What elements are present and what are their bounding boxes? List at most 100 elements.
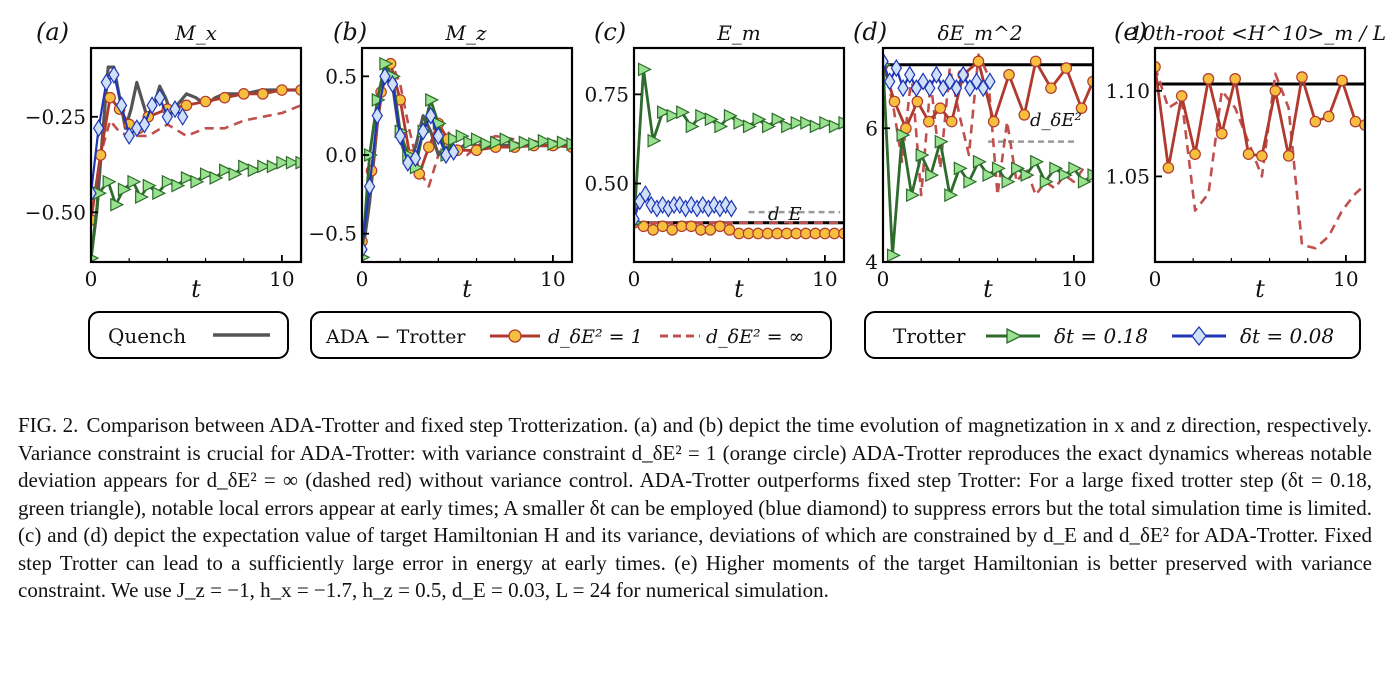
- data-point-green: [1077, 174, 1092, 189]
- x-tick-label: 10: [1061, 267, 1086, 291]
- data-point-ada: [972, 55, 985, 68]
- data-point-ada: [685, 220, 698, 233]
- data-point-ada: [1216, 127, 1228, 140]
- data-point-green: [676, 105, 691, 120]
- data-point-ada: [923, 115, 935, 128]
- data-point-green: [906, 188, 920, 203]
- data-point-ada: [1349, 115, 1362, 128]
- data-point-green: [733, 115, 748, 130]
- chart-panel-2: (c) E_m 0 10 0.75 0.50 t: [584, 18, 846, 303]
- data-point-blue: [432, 126, 445, 146]
- y-tick-label: −0.5: [308, 222, 357, 246]
- data-point-blue: [138, 115, 151, 134]
- data-point-ada: [656, 220, 669, 233]
- data-point-green: [285, 155, 300, 170]
- data-point-ada: [800, 227, 812, 240]
- data-point-ada: [199, 95, 212, 108]
- data-point-blue: [91, 184, 97, 203]
- data-point-blue: [883, 72, 896, 91]
- legend-trotter-green-label: δt = 0.18: [1054, 324, 1148, 348]
- y-tick-label: −0.25: [25, 105, 86, 129]
- data-point-green: [762, 119, 776, 134]
- data-point-ada: [1018, 109, 1031, 121]
- data-point-blue: [394, 126, 406, 146]
- plot-area: [883, 52, 1093, 262]
- data-point-ada: [423, 141, 435, 153]
- x-tick-label: 0: [628, 267, 641, 291]
- panel-title: E_m: [716, 21, 761, 45]
- data-point-green: [1020, 168, 1035, 183]
- data-point-green: [838, 115, 844, 130]
- data-point-green: [102, 174, 117, 189]
- data-point-ada: [704, 224, 717, 236]
- data-point-green: [152, 186, 167, 201]
- data-point-green: [800, 115, 815, 130]
- x-axis-label: t: [983, 275, 993, 303]
- data-point-ada: [1359, 119, 1365, 131]
- data-point-blue: [379, 67, 391, 86]
- chart-panel-0: (a) M_x 0 10 −0.25 −0.50 t: [25, 18, 303, 303]
- data-point-green: [371, 92, 386, 107]
- data-point-blue: [924, 78, 936, 98]
- axes-frame: [881, 46, 1095, 264]
- chart-panel-4: (e)10th-root <H^10>_m / L 0 10 1.10 1.05 t: [1105, 18, 1386, 303]
- data-point-blue: [371, 106, 383, 125]
- figure-caption: FIG. 2. Comparison between ADA-Trotter an…: [18, 412, 1372, 605]
- data-point-green: [228, 167, 243, 182]
- annotation-d-E: d_E: [768, 204, 802, 225]
- data-point-green: [528, 137, 543, 151]
- data-point-ada: [1242, 148, 1255, 160]
- data-point-ada: [237, 88, 250, 100]
- data-point-blue: [910, 78, 923, 98]
- y-tick-label: 4: [865, 250, 878, 274]
- x-tick-label: 10: [1333, 267, 1358, 291]
- legend-quench-label: Quench: [108, 324, 186, 348]
- data-point-green: [295, 155, 301, 170]
- data-point-ada: [666, 224, 678, 236]
- x-axis-label: t: [734, 275, 744, 303]
- y-tick-label: 1.10: [1105, 79, 1150, 103]
- data-point-ada: [1003, 68, 1015, 81]
- data-point-blue: [92, 119, 105, 138]
- data-point-ada: [828, 227, 841, 240]
- data-point-green: [647, 133, 662, 148]
- data-point-green: [266, 159, 281, 174]
- legend-quench-box: [88, 311, 289, 359]
- panel-title: M_x: [174, 21, 217, 45]
- data-point-ada: [1322, 110, 1335, 123]
- data-point-green: [1058, 168, 1073, 183]
- data-point-ada: [104, 91, 116, 104]
- legend-ada-solid-label: d_δE² = 1: [548, 326, 643, 348]
- data-point-ada: [276, 84, 288, 96]
- data-point-green: [556, 135, 571, 150]
- data-point-green: [704, 112, 719, 127]
- x-tick-label: 0: [877, 267, 890, 291]
- caption-text: Comparison between ADA-Trotter and fixed…: [18, 413, 1373, 602]
- panel-title: δE_m^2: [937, 21, 1022, 45]
- data-point-blue: [944, 72, 956, 91]
- data-point-green: [219, 163, 233, 178]
- data-point-blue: [950, 78, 963, 98]
- series-line-dashed: [883, 53, 1093, 197]
- data-point-blue: [362, 240, 368, 259]
- data-point-green: [790, 115, 805, 130]
- data-point-green: [238, 159, 253, 174]
- data-point-green: [480, 137, 495, 151]
- panel-letter: (e): [1114, 18, 1147, 46]
- panel-letter: (d): [853, 18, 887, 46]
- x-tick-label: 10: [269, 267, 294, 291]
- data-point-green: [499, 132, 514, 147]
- data-point-green: [991, 161, 1006, 176]
- data-point-blue: [937, 78, 949, 98]
- data-point-green: [135, 190, 149, 205]
- data-point-green: [714, 119, 729, 134]
- data-point-green: [982, 168, 997, 183]
- legend-trotter-box: [864, 311, 1361, 359]
- figure-panels: (a) M_x 0 10 −0.25 −0.50 t (b) M_z 0 10 0.5 0.0 −0.5 t…: [25, 18, 1386, 359]
- data-point-green: [925, 168, 940, 183]
- x-tick-label: 0: [356, 267, 369, 291]
- data-point-ada: [695, 224, 707, 236]
- panel-title: 10th-root <H^10>_m / L: [1130, 21, 1386, 45]
- series-line-green: [91, 161, 301, 259]
- data-point-ada: [1060, 62, 1073, 74]
